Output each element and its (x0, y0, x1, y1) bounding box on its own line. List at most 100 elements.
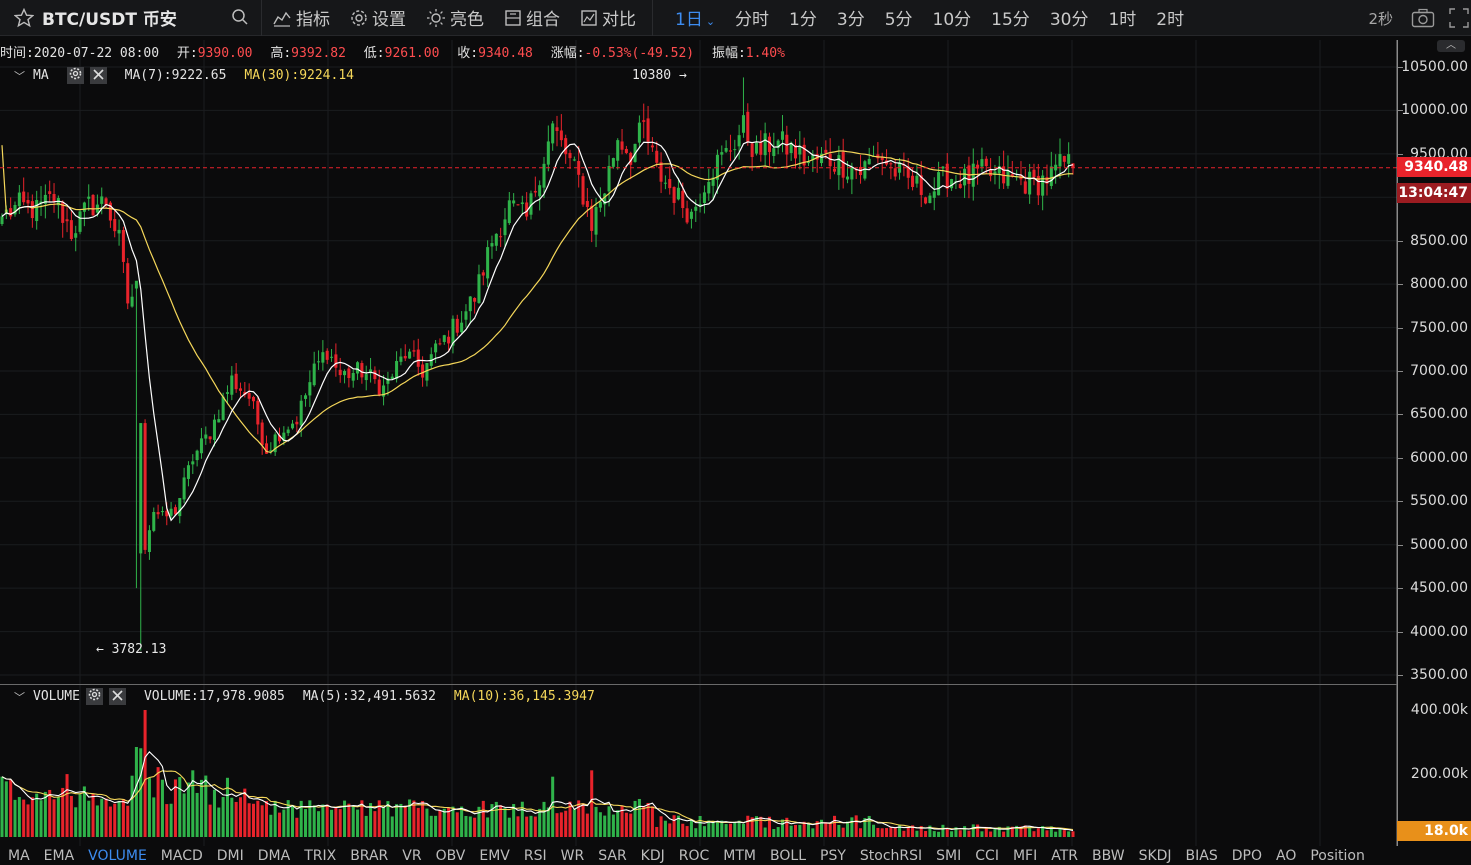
candle-body (234, 373, 238, 390)
volume-bar (217, 807, 221, 837)
volume-bar (382, 807, 386, 837)
indicator-tab-ao[interactable]: AO (1276, 847, 1297, 864)
indicator-tab-roc[interactable]: ROC (678, 847, 710, 864)
star-icon[interactable] (14, 7, 34, 28)
indicator-tab-kdj[interactable]: KDJ (640, 847, 665, 864)
volume-bar (520, 801, 524, 837)
indicators-button[interactable]: 指标 (262, 0, 340, 36)
indicator-tab-position[interactable]: Position (1310, 847, 1365, 864)
candle-body (347, 368, 351, 379)
indicator-tab-smi[interactable]: SMI (936, 847, 962, 864)
symbol-box[interactable]: BTC/USDT 币安 (0, 0, 262, 36)
indicator-tab-ma[interactable]: MA (8, 847, 30, 864)
volume-close-icon[interactable] (108, 688, 126, 705)
kline-chart[interactable] (0, 40, 1397, 848)
compare-button[interactable]: 对比 (570, 0, 646, 36)
candle-body (412, 350, 416, 352)
indicator-tab-dma[interactable]: DMA (257, 847, 291, 864)
light-theme-button[interactable]: 亮色 (416, 0, 494, 36)
candle-body (317, 361, 321, 363)
indicator-tab-mfi[interactable]: MFI (1012, 847, 1038, 864)
volume-bar (269, 814, 273, 837)
interval-30m[interactable]: 30分 (1049, 10, 1089, 30)
settings-button[interactable]: 设置 (340, 0, 416, 36)
volume-bar (993, 828, 997, 837)
volume-bar (490, 804, 494, 837)
interval-timeline[interactable]: 分时 (735, 10, 770, 30)
volume-bar (893, 827, 897, 837)
candle-body (1067, 154, 1071, 164)
volume-bar (512, 804, 516, 837)
axis-scroll-up-icon[interactable]: ︿ (1437, 40, 1465, 52)
interval-3m[interactable]: 3分 (836, 10, 865, 30)
indicator-tab-brar[interactable]: BRAR (350, 847, 389, 864)
volume-bar (937, 831, 941, 837)
indicator-tab-mtm[interactable]: MTM (723, 847, 757, 864)
indicator-tab-cci[interactable]: CCI (975, 847, 999, 864)
indicator-tab-vr[interactable]: VR (402, 847, 422, 864)
indicator-tab-sar[interactable]: SAR (598, 847, 627, 864)
interval-5m[interactable]: 5分 (884, 10, 913, 30)
search-icon[interactable] (231, 8, 249, 26)
indicator-tab-stochrsi[interactable]: StochRSI (859, 847, 923, 864)
price-axis-label: 8000.00 (1410, 276, 1468, 293)
indicator-tab-skdj[interactable]: SKDJ (1138, 847, 1172, 864)
interval-1h[interactable]: 1时 (1108, 10, 1137, 30)
volume-bar (980, 831, 984, 837)
indicator-tab-dpo[interactable]: DPO (1231, 847, 1262, 864)
volume-bar (720, 820, 724, 837)
volume-bar (61, 787, 65, 837)
ma-settings-gear-icon[interactable] (66, 67, 84, 84)
indicator-tab-dmi[interactable]: DMI (216, 847, 244, 864)
camera-icon[interactable] (1411, 8, 1435, 28)
indicator-tab-bias[interactable]: BIAS (1185, 847, 1218, 864)
indicator-tab-psy[interactable]: PSY (820, 847, 846, 864)
interval-2h[interactable]: 2时 (1156, 10, 1185, 30)
indicator-tab-emv[interactable]: EMV (479, 847, 510, 864)
volume-bar (828, 822, 832, 837)
indicator-tab-wr[interactable]: WR (560, 847, 585, 864)
volume-bar (429, 815, 433, 837)
indicator-tab-atr[interactable]: ATR (1051, 847, 1078, 864)
volume-bar (1067, 831, 1071, 837)
volume-bar (74, 807, 78, 837)
volume-bar (464, 815, 468, 837)
layout-button[interactable]: 组合 (494, 0, 570, 36)
volume-bar (811, 828, 815, 837)
indicator-tab-boll[interactable]: BOLL (770, 847, 806, 864)
volume-bar (260, 805, 264, 837)
volume-bar (763, 827, 767, 837)
volume-bar (1071, 831, 1075, 837)
volume-settings-gear-icon[interactable] (85, 688, 103, 705)
candle-body (1010, 174, 1014, 177)
indicator-tab-bbw[interactable]: BBW (1092, 847, 1125, 864)
candle-body (637, 122, 641, 143)
candle-body (525, 202, 529, 217)
candle-body (941, 166, 945, 169)
refresh-interval[interactable]: 2秒 (1368, 9, 1393, 28)
collapse-chevron-icon[interactable]: ﹀ (14, 69, 25, 83)
indicator-tab-ema[interactable]: EMA (43, 847, 75, 864)
price-axis-tick (1398, 501, 1403, 503)
volume-bar (308, 800, 312, 837)
indicator-tab-trix[interactable]: TRIX (304, 847, 337, 864)
volume-collapse-chevron-icon[interactable]: ﹀ (14, 690, 25, 704)
candle-body (438, 343, 442, 345)
candle-body (607, 165, 611, 192)
ma-close-icon[interactable] (89, 67, 107, 84)
indicator-tab-obv[interactable]: OBV (435, 847, 466, 864)
indicator-tab-macd[interactable]: MACD (160, 847, 203, 864)
interval-1m[interactable]: 1分 (789, 10, 817, 30)
candle-body (143, 423, 147, 550)
interval-15m[interactable]: 15分 (991, 10, 1030, 30)
interval-10m[interactable]: 10分 (932, 10, 972, 30)
interval-1d[interactable]: 1日 ⌄ (675, 10, 716, 30)
indicator-tab-volume[interactable]: VOLUME (88, 847, 147, 864)
volume-bar (65, 774, 69, 837)
fullscreen-icon[interactable] (1449, 8, 1469, 28)
pane-separator[interactable] (0, 684, 1471, 685)
indicator-tab-rsi[interactable]: RSI (523, 847, 547, 864)
volume-bar (637, 798, 641, 837)
volume-bar (793, 824, 798, 837)
candle-body (603, 193, 607, 205)
